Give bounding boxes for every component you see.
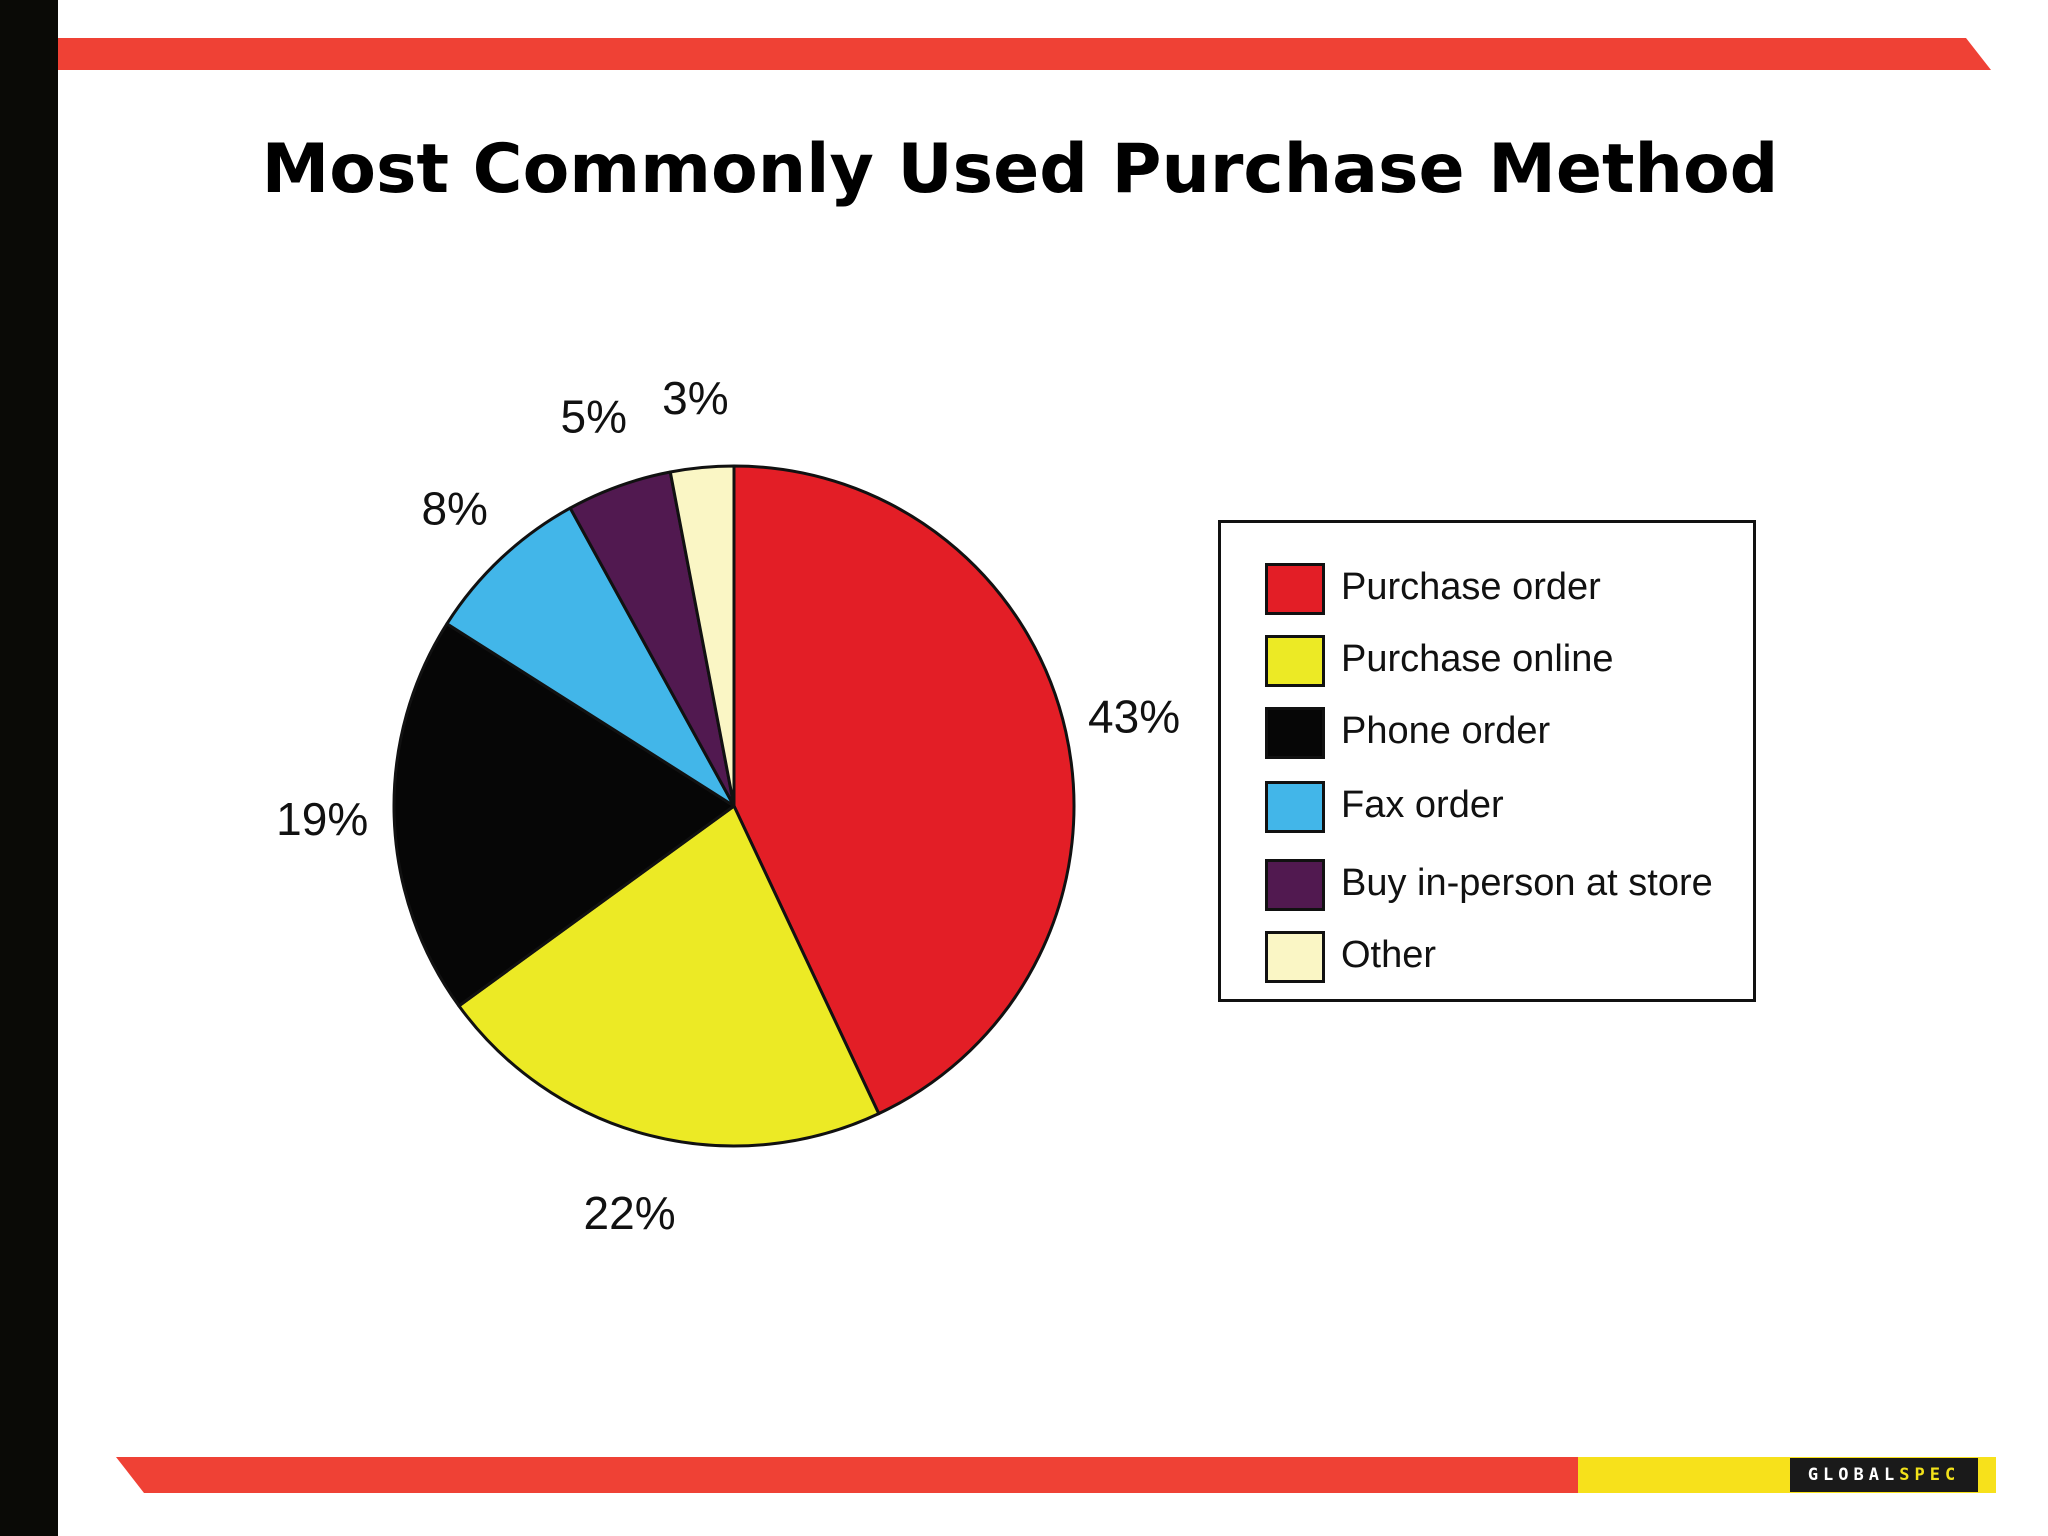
legend-swatch-other [1265, 931, 1325, 983]
logo-text-spec: SPEC [1899, 1465, 1961, 1485]
left-edge-bar [0, 0, 58, 1536]
slice-label-purchase-online: 22% [584, 1187, 676, 1239]
top-stripe-shape [58, 38, 1991, 70]
legend-item-buy-in-person-at-store: Buy in-person at store [1265, 859, 1745, 915]
legend-item-purchase-online: Purchase online [1265, 635, 1745, 691]
legend-item-fax-order: Fax order [1265, 781, 1745, 837]
slice-label-buy-in-person-at-store: 5% [561, 391, 627, 443]
pie-slice-labels: 43% 22% 19% 8% 5% 3% [276, 372, 1180, 1239]
slice-label-fax-order: 8% [421, 483, 487, 535]
pie-slice-purchase-online [457, 804, 881, 1148]
legend-label-buy-in-person-at-store: Buy in-person at store [1341, 862, 1713, 904]
globalspec-logo: GLOBALSPEC [1790, 1458, 1978, 1492]
logo-text-global: GLOBAL [1807, 1465, 1900, 1485]
slice-label-phone-order: 19% [276, 793, 368, 845]
pie-slices [392, 464, 1076, 1148]
legend-label-phone-order: Phone order [1341, 710, 1551, 752]
chart-legend: Purchase order Purchase online Phone order… [1218, 520, 1756, 1002]
legend-swatch-purchase-online [1265, 635, 1325, 687]
pie-slice-fax-order [445, 506, 736, 808]
bottom-stripe-red [116, 1457, 1578, 1493]
legend-label-other: Other [1341, 934, 1437, 976]
top-stripe [58, 38, 1991, 70]
pie-slice-purchase-order [732, 464, 1076, 1116]
legend-label-purchase-online: Purchase online [1341, 638, 1614, 680]
pie-slice-phone-order [392, 622, 736, 1008]
legend-item-other: Other [1265, 931, 1745, 987]
pie-slice-other [668, 464, 736, 808]
legend-item-phone-order: Phone order [1265, 707, 1745, 763]
legend-item-purchase-order: Purchase order [1265, 563, 1745, 619]
slice-label-other: 3% [662, 372, 728, 424]
legend-swatch-purchase-order [1265, 563, 1325, 615]
legend-swatch-buy-in-person-at-store [1265, 859, 1325, 911]
slide-title: Most Commonly Used Purchase Method [261, 130, 1779, 209]
slice-label-purchase-order: 43% [1088, 691, 1180, 743]
legend-swatch-fax-order [1265, 781, 1325, 833]
legend-swatch-phone-order [1265, 707, 1325, 759]
legend-label-fax-order: Fax order [1341, 784, 1504, 826]
legend-label-purchase-order: Purchase order [1341, 566, 1601, 608]
